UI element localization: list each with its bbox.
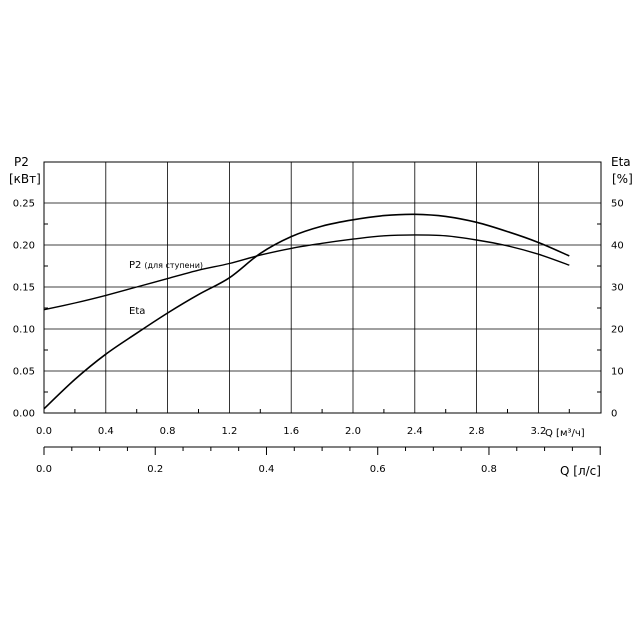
x-tick-label: 2.4	[407, 426, 423, 437]
left-axis-ticks: 0.00 0.05 0.10 0.15 0.20 0.25	[13, 199, 35, 420]
right-axis-title: Eta	[611, 155, 631, 169]
right-axis-ticks: 0 10 20 30 40 50	[611, 199, 624, 420]
series-line-eta	[43, 213, 570, 410]
x-tick-label: 0.0	[36, 426, 52, 437]
series-label-p2-annotation: (для ступени)	[144, 261, 203, 270]
left-tick-label: 0.00	[13, 409, 35, 420]
x-tick-label: 1.6	[283, 426, 299, 437]
x-secondary-tick-label: 0.8	[481, 464, 497, 475]
right-tick-label: 10	[611, 367, 624, 378]
x-axis-secondary-ticks: 0.0 0.2 0.4 0.6 0.8	[36, 447, 601, 475]
left-tick-label: 0.25	[13, 199, 35, 210]
series-line-p2	[43, 234, 570, 311]
right-axis-unit: [%]	[612, 172, 633, 186]
x-tick-label: 2.0	[345, 426, 361, 437]
minor-ticks	[44, 223, 601, 413]
left-tick-label: 0.05	[13, 367, 35, 378]
x-tick-label: 0.4	[98, 426, 114, 437]
right-tick-label: 40	[611, 241, 624, 252]
x-tick-label: 3.2	[530, 426, 546, 437]
left-axis-title: P2	[14, 155, 29, 169]
left-tick-label: 0.10	[13, 325, 35, 336]
series-label-eta: Eta	[129, 306, 145, 317]
left-tick-label: 0.15	[13, 283, 35, 294]
left-axis-unit: [кВт]	[9, 172, 41, 186]
plot-frame	[43, 161, 602, 414]
right-tick-label: 30	[611, 283, 624, 294]
x-secondary-tick-label: 0.2	[147, 464, 163, 475]
right-tick-label: 50	[611, 199, 624, 210]
x-tick-label: 1.2	[221, 426, 237, 437]
right-tick-label: 20	[611, 325, 624, 336]
x-secondary-tick-label: 0.4	[259, 464, 275, 475]
x-secondary-tick-label: 0.6	[370, 464, 386, 475]
x-axis-primary-title: Q [м³/ч]	[545, 428, 585, 439]
x-axis-primary-ticks: 0.0 0.4 0.8 1.2 1.6 2.0 2.4 2.8 3.2	[36, 426, 546, 437]
series-label-p2-name: P2	[129, 260, 141, 271]
left-tick-label: 0.20	[13, 241, 35, 252]
series-label-p2: P2 (для ступени)	[129, 260, 203, 271]
x-tick-label: 0.8	[160, 426, 176, 437]
x-secondary-tick-label: 0.0	[36, 464, 52, 475]
grid-lines	[43, 162, 601, 414]
right-tick-label: 0	[611, 409, 617, 420]
x-axis-secondary-title: Q [л/с]	[560, 464, 601, 478]
x-tick-label: 2.8	[469, 426, 485, 437]
